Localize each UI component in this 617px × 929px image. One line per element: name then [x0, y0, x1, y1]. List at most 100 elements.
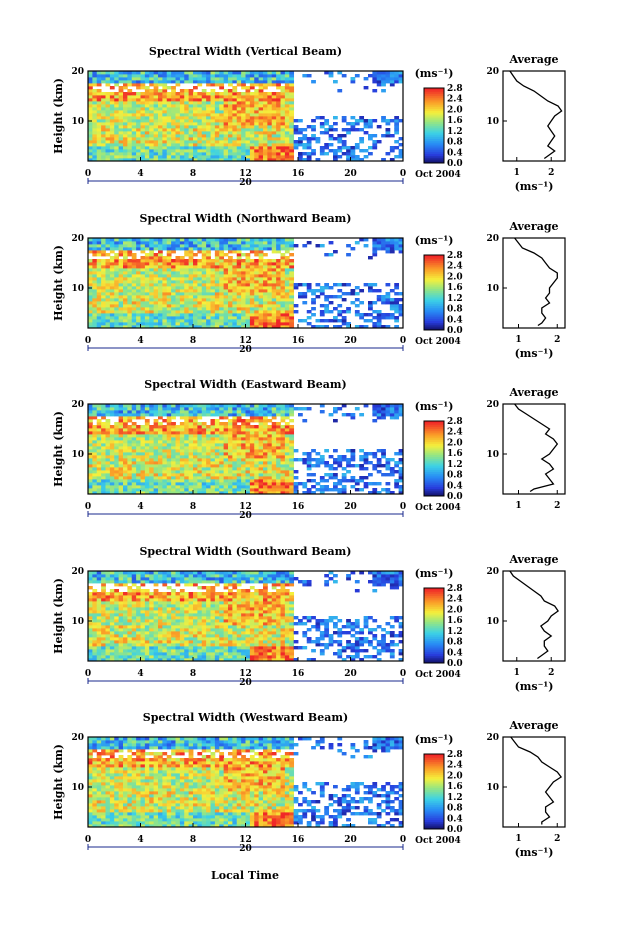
heatmap-cell — [109, 98, 115, 102]
heatmap-cell — [276, 140, 281, 144]
heatmap-cell — [228, 259, 233, 263]
heatmap-cell — [372, 322, 378, 326]
heatmap-cell — [228, 413, 233, 417]
heatmap-cell — [105, 449, 111, 453]
heatmap-cell — [258, 107, 264, 111]
heatmap-cell — [88, 455, 93, 459]
heatmap-cell — [276, 307, 281, 311]
heatmap-cell — [127, 238, 133, 242]
heatmap-cell — [166, 158, 172, 162]
heatmap-cell — [284, 71, 290, 75]
heatmap-cell — [127, 247, 133, 251]
heatmap-cell — [96, 286, 102, 290]
heatmap-cell — [140, 137, 146, 141]
heatmap-cell — [214, 322, 220, 326]
heatmap-cell — [179, 158, 185, 162]
heatmap-cell — [263, 292, 268, 296]
heatmap-cell — [271, 119, 277, 123]
heatmap-cell — [341, 485, 347, 489]
heatmap-cell — [293, 119, 299, 123]
date-label: Oct 2004 — [415, 337, 461, 347]
heatmap-cell — [267, 455, 273, 459]
heatmap-cell — [171, 244, 176, 248]
heatmap-cell — [179, 244, 185, 248]
heatmap-cell — [136, 259, 141, 263]
heatmap-cell — [201, 119, 207, 123]
heatmap-cell — [389, 146, 395, 150]
heatmap-cell — [144, 437, 150, 441]
colorbar-swatch — [424, 300, 444, 303]
heatmap-cell — [175, 479, 181, 483]
heatmap-cell — [206, 71, 211, 75]
heatmap-cell — [293, 304, 299, 308]
colorbar-swatch — [424, 258, 444, 262]
heatmap-cell — [372, 143, 378, 147]
heatmap-cell — [346, 413, 351, 417]
heatmap-cell — [341, 143, 347, 147]
heatmap-cell — [236, 149, 242, 153]
heatmap-cell — [101, 116, 106, 120]
heatmap-cell — [389, 241, 395, 245]
heatmap-cell — [131, 404, 137, 408]
heatmap-cell — [171, 446, 176, 450]
heatmap-cell — [228, 470, 233, 474]
heatmap-cell — [123, 440, 128, 444]
heatmap-cell — [179, 116, 185, 120]
heatmap-cells — [88, 404, 404, 495]
heatmap-cell — [166, 98, 172, 102]
heatmap-cell — [372, 413, 378, 417]
heatmap-cell — [114, 488, 120, 492]
heatmap-cell — [289, 125, 295, 129]
heatmap-cell — [363, 283, 369, 287]
heatmap-cell — [236, 479, 242, 483]
colorbar-swatch — [424, 146, 444, 149]
heatmap-cell — [166, 134, 172, 138]
heatmap-cell — [267, 95, 273, 99]
heatmap-cell — [114, 410, 120, 414]
heatmap-cell — [241, 119, 246, 123]
heatmap-cell — [210, 128, 216, 132]
heatmap-cell — [359, 119, 365, 123]
heatmap-cell — [280, 437, 286, 441]
heatmap-cell — [175, 464, 181, 468]
heatmap-cell — [88, 325, 93, 329]
heatmap-cell — [232, 262, 238, 266]
heatmap-cell — [280, 310, 286, 314]
heatmap-cell — [105, 467, 111, 471]
heatmap-cell — [96, 422, 102, 426]
heatmap-cell — [149, 137, 155, 141]
heatmap-cell — [171, 262, 176, 266]
heatmap-cell — [359, 455, 365, 459]
heatmap-cell — [223, 458, 229, 462]
heatmap-cell — [127, 310, 133, 314]
heatmap-cell — [179, 241, 185, 245]
heatmap-cell — [175, 280, 181, 284]
heatmap-cell — [210, 428, 216, 432]
heatmap-cell — [201, 461, 207, 465]
heatmap-cell — [197, 404, 203, 408]
heatmap-cell — [96, 434, 102, 438]
heatmap-cell — [88, 98, 93, 102]
heatmap-cell — [232, 92, 238, 96]
heatmap-cell — [284, 274, 290, 278]
heatmap-cell — [158, 446, 163, 450]
heatmap-cell — [131, 413, 137, 417]
heatmap-cell — [276, 455, 281, 459]
heatmap-cell — [96, 92, 102, 96]
heatmap-cell — [328, 143, 334, 147]
heatmap-cell — [267, 158, 273, 162]
heatmap-cell — [306, 479, 312, 483]
heatmap-cell — [341, 316, 347, 320]
heatmap-cell — [88, 128, 93, 132]
heatmap-cell — [153, 134, 159, 138]
heatmap-cell — [188, 77, 194, 81]
heatmap-cell — [131, 74, 137, 78]
heatmap-cell — [311, 449, 316, 453]
heatmap-cell — [223, 461, 229, 465]
heatmap-cell — [123, 250, 128, 254]
heatmap-cell — [263, 488, 268, 492]
heatmap-cell — [241, 440, 246, 444]
heatmap-cell — [201, 268, 207, 272]
heatmap-cell — [245, 268, 251, 272]
heatmap-cell — [319, 149, 325, 153]
